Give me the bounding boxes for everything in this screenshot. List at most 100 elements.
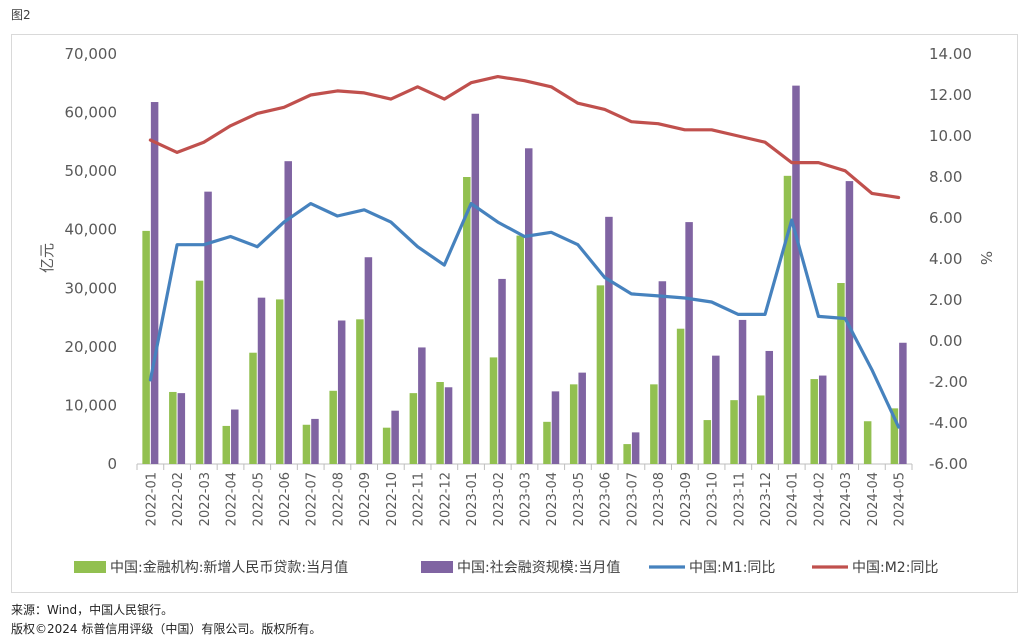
right-tick-label: 8.00 <box>929 168 962 186</box>
bar-social-financing <box>685 222 693 464</box>
x-tick-label: 2024-03 <box>839 472 854 526</box>
figure-label: 图2 <box>11 8 31 22</box>
x-tick-label: 2023-07 <box>625 472 640 526</box>
legend-label: 中国:M2:同比 <box>852 560 938 576</box>
legend-swatch <box>421 561 453 573</box>
right-tick-label: -6.00 <box>929 455 968 473</box>
bar-loans <box>409 393 418 464</box>
x-tick-label: 2023-03 <box>519 472 534 526</box>
bar-loans <box>543 421 551 464</box>
left-tick-label: 40,000 <box>65 221 118 239</box>
x-tick-label: 2024-02 <box>812 472 827 526</box>
x-tick-label: 2023-11 <box>732 472 747 526</box>
legend-label: 中国:金融机构:新增人民币贷款:当月值 <box>110 560 348 576</box>
bar-loans <box>783 175 792 465</box>
right-axis-title: % <box>977 251 995 265</box>
right-tick-label: 4.00 <box>929 250 962 268</box>
x-tick-label: 2022-03 <box>198 472 213 526</box>
bar-loans <box>142 230 150 464</box>
right-tick-label: -4.00 <box>929 414 968 432</box>
bar-loans <box>730 400 738 464</box>
bar-loans <box>463 177 471 464</box>
right-tick-label: 0.00 <box>929 332 962 350</box>
bar-social-financing <box>631 432 640 464</box>
bar-social-financing <box>605 216 613 464</box>
bar-social-financing <box>311 418 319 464</box>
bar-loans <box>436 382 444 464</box>
chart-frame <box>11 34 1018 593</box>
bar-loans <box>837 283 845 464</box>
x-tick-label: 2023-02 <box>492 472 507 526</box>
left-tick-label: 20,000 <box>65 338 118 356</box>
x-tick-label: 2022-10 <box>385 472 400 526</box>
left-tick-label: 70,000 <box>65 45 118 63</box>
right-tick-label: 10.00 <box>929 127 972 145</box>
x-tick-label: 2022-08 <box>331 472 346 526</box>
x-tick-label: 2022-05 <box>251 472 266 526</box>
bar-social-financing <box>818 375 827 464</box>
bar-social-financing <box>444 387 453 464</box>
x-tick-label: 2024-01 <box>786 472 801 526</box>
bar-loans <box>890 408 899 464</box>
x-tick-label: 2023-04 <box>545 472 560 526</box>
bar-loans <box>569 384 578 464</box>
bar-social-financing <box>578 372 586 464</box>
bar-loans <box>810 379 818 464</box>
bar-social-financing <box>337 320 346 464</box>
bar-loans <box>489 357 498 464</box>
bar-social-financing <box>257 297 266 464</box>
legend-swatch <box>74 561 106 573</box>
bar-social-financing <box>712 355 720 464</box>
left-tick-label: 0 <box>107 455 117 473</box>
x-tick-label: 2022-02 <box>171 472 186 526</box>
legend-label: 中国:社会融资规模:当月值 <box>457 560 620 576</box>
x-tick-label: 2022-01 <box>144 472 159 526</box>
bar-social-financing <box>231 409 239 464</box>
bar-social-financing <box>765 350 774 464</box>
left-tick-label: 50,000 <box>65 162 118 180</box>
x-tick-label: 2022-06 <box>278 472 293 526</box>
x-tick-label: 2022-11 <box>412 472 427 526</box>
x-tick-label: 2023-05 <box>572 472 587 526</box>
x-tick-label: 2023-10 <box>706 472 721 526</box>
left-tick-label: 10,000 <box>65 396 118 414</box>
x-tick-label: 2023-12 <box>759 472 774 526</box>
bar-loans <box>169 391 177 464</box>
x-tick-label: 2022-12 <box>438 472 453 526</box>
left-axis-title: 亿元 <box>38 243 56 273</box>
bar-loans <box>596 285 605 464</box>
bar-social-financing <box>498 278 506 464</box>
copyright-note: 版权©2024 标普信用评级（中国）有限公司。版权所有。 <box>11 622 322 636</box>
right-tick-label: 14.00 <box>929 45 972 63</box>
x-tick-label: 2022-04 <box>225 472 240 526</box>
source-note: 来源：Wind，中国人民银行。 <box>11 603 174 617</box>
bar-loans <box>329 390 337 464</box>
bar-loans <box>863 421 872 464</box>
bar-social-financing <box>418 347 426 464</box>
bar-social-financing <box>284 161 292 464</box>
bar-loans <box>650 384 658 464</box>
bar-social-financing <box>792 85 800 464</box>
x-tick-label: 2024-05 <box>893 472 908 526</box>
bar-social-financing <box>551 391 560 464</box>
x-tick-label: 2023-08 <box>652 472 667 526</box>
x-tick-label: 2023-01 <box>465 472 480 526</box>
bar-social-financing <box>738 319 747 464</box>
line-m1-yoy <box>148 202 901 429</box>
bar-loans <box>623 444 631 464</box>
bar-loans <box>757 395 765 464</box>
line-m2-yoy <box>148 74 901 200</box>
x-tick-label: 2022-09 <box>358 472 373 526</box>
bar-social-financing <box>391 410 399 464</box>
bar-loans <box>356 319 364 464</box>
bar-social-financing <box>177 393 186 464</box>
x-tick-label: 2023-06 <box>599 472 614 526</box>
x-tick-label: 2023-09 <box>679 472 694 526</box>
x-tick-label: 2022-07 <box>305 472 320 526</box>
bar-social-financing <box>845 181 854 464</box>
bar-loans <box>275 299 284 464</box>
bar-social-financing <box>899 342 907 464</box>
legend-label: 中国:M1:同比 <box>689 560 775 576</box>
chart-svg: 0 10,000 20,000 30,000 40,000 50,000 60,000 70,… <box>38 45 995 576</box>
bar-loans <box>676 328 685 464</box>
